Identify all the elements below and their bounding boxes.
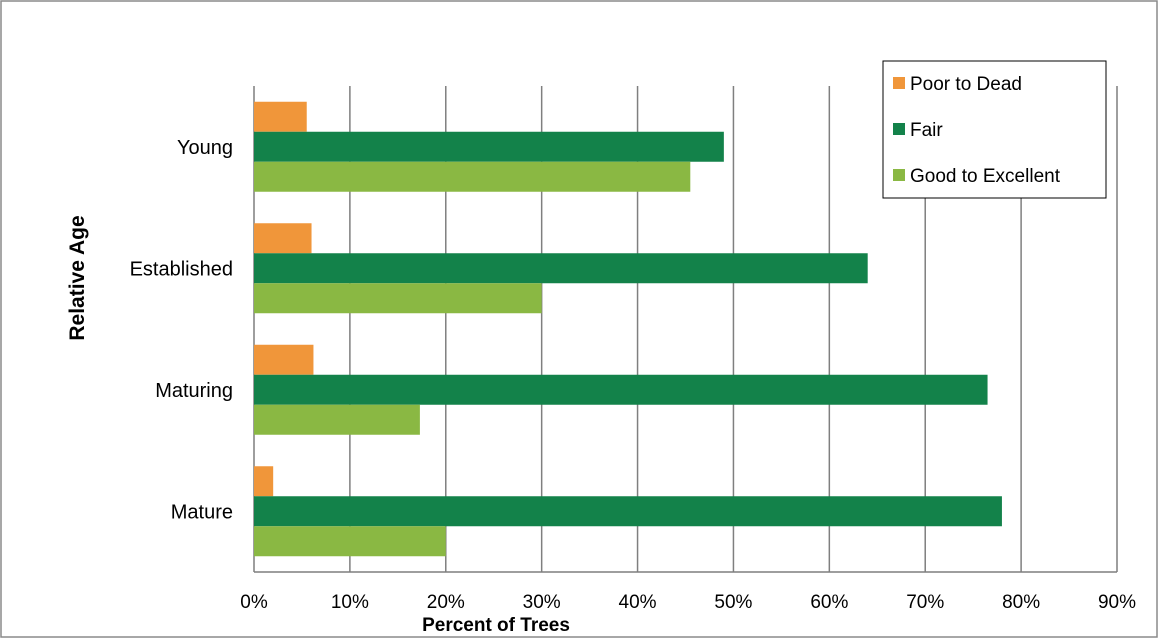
x-tick-label: 60% bbox=[810, 592, 848, 613]
x-tick-label: 10% bbox=[331, 592, 369, 613]
legend-label: Fair bbox=[910, 120, 943, 141]
category-label: Mature bbox=[171, 501, 233, 523]
bar bbox=[254, 374, 988, 405]
legend-label: Good to Excellent bbox=[910, 166, 1061, 187]
category-label: Young bbox=[177, 137, 233, 159]
y-axis-title: Relative Age bbox=[66, 215, 89, 340]
x-tick-label: 30% bbox=[523, 592, 561, 613]
bar bbox=[254, 253, 868, 284]
x-tick-label: 80% bbox=[1002, 592, 1040, 613]
bar bbox=[254, 526, 446, 557]
x-axis-title: Percent of Trees bbox=[422, 615, 570, 636]
bar bbox=[254, 223, 312, 254]
bar bbox=[254, 344, 314, 375]
x-tick-label: 70% bbox=[906, 592, 944, 613]
x-tick-label: 90% bbox=[1098, 592, 1136, 613]
bar bbox=[254, 404, 420, 435]
category-labels: Young Established Maturing Mature bbox=[130, 137, 233, 524]
category-label: Established bbox=[130, 258, 233, 280]
legend: Poor to Dead Fair Good to Excellent bbox=[882, 60, 1107, 199]
legend-swatch bbox=[893, 123, 905, 135]
legend-label: Poor to Dead bbox=[910, 74, 1022, 95]
bar bbox=[254, 466, 274, 497]
x-tick-labels: 0% 10% 20% 30% 40% 50% 60% 70% 80% 90% bbox=[240, 592, 1136, 613]
legend-box bbox=[882, 60, 1107, 199]
category-label: Maturing bbox=[155, 380, 233, 402]
bar bbox=[254, 496, 1002, 527]
legend-swatch bbox=[893, 77, 905, 89]
x-tick-label: 50% bbox=[714, 592, 752, 613]
bar bbox=[254, 161, 691, 192]
x-tick-label: 20% bbox=[427, 592, 465, 613]
bar bbox=[254, 131, 724, 162]
bar bbox=[254, 283, 542, 314]
x-tick-label: 40% bbox=[619, 592, 657, 613]
bars bbox=[254, 101, 1002, 557]
legend-swatch bbox=[893, 169, 905, 181]
x-tick-label: 0% bbox=[240, 592, 268, 613]
bar bbox=[254, 101, 307, 132]
